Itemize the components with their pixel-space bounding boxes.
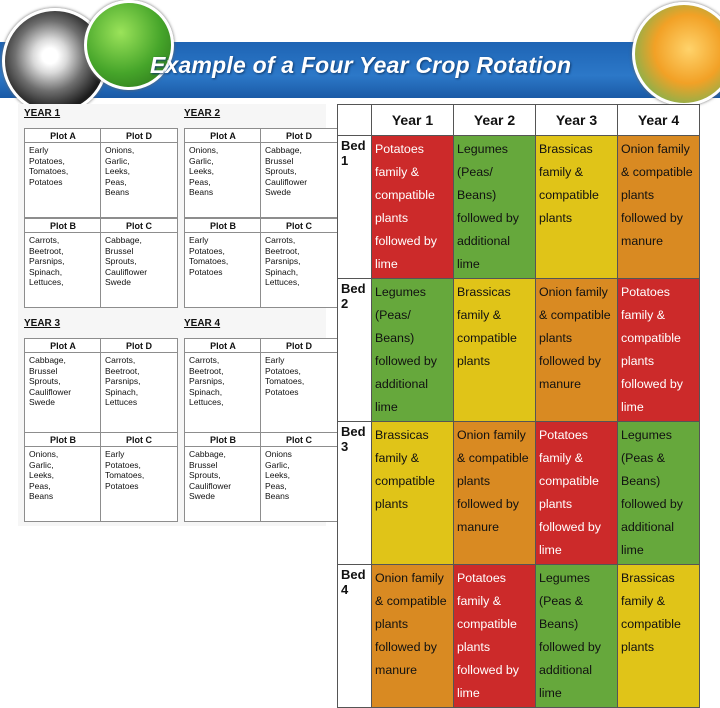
bed-label: Bed 4 [337,564,372,708]
rotation-cell: Potatoes family & compatible plants foll… [371,135,454,279]
plot-name: Plot D [101,339,177,353]
plot-name: Plot C [261,433,337,447]
plot-box: Plot C Cabbage, Brussel Sprouts, Caulifl… [100,218,178,308]
table-header-year: Year 2 [453,104,536,136]
tulip-image [632,2,720,106]
rotation-cell: Brassicas family & compatible plants [617,564,700,708]
rotation-cell: Onion family & compatible plants followe… [617,135,700,279]
rotation-cell: Onion family & compatible plants followe… [535,278,618,422]
plot-box: Plot A Onions, Garlic, Leeks, Peas, Bean… [184,128,262,218]
plot-name: Plot B [25,219,101,233]
plot-box: Plot B Onions, Garlic, Leeks, Peas, Bean… [24,432,102,522]
plot-crops: Cabbage, Brussel Sprouts, Cauliflower Sw… [265,145,308,198]
plot-name: Plot D [101,129,177,143]
leaf-image [84,0,174,90]
plot-box: Plot C Carrots, Beetroot, Parsnips, Spin… [260,218,338,308]
slide-title: Example of a Four Year Crop Rotation [150,52,572,78]
rotation-table: Year 1 Year 2 Year 3 Year 4 Bed 1 Potato… [337,104,700,708]
rotation-cell: Brassicas family & compatible plants [535,135,618,279]
rotation-cell: Brassicas family & compatible plants [371,421,454,565]
table-header-corner [337,104,372,136]
year-label: YEAR 2 [184,108,221,119]
bed-label: Bed 1 [337,135,372,279]
table-header-year: Year 1 [371,104,454,136]
plot-name: Plot C [101,433,177,447]
plot-crops: Early Potatoes, Tomatoes, Potatoes [189,235,229,277]
plot-crops: Carrots, Beetroot, Parsnips, Spinach, Le… [105,355,141,408]
plot-box: Plot A Carrots, Beetroot, Parsnips, Spin… [184,338,262,434]
plot-name: Plot A [25,129,101,143]
rotation-cell: Onion family & compatible plants followe… [371,564,454,708]
plot-name: Plot A [185,339,261,353]
plot-box: Plot A Cabbage, Brussel Sprouts, Caulifl… [24,338,102,434]
plot-crops: Carrots, Beetroot, Parsnips, Spinach, Le… [265,235,301,288]
plot-box: Plot D Carrots, Beetroot, Parsnips, Spin… [100,338,178,434]
rotation-cell: Onion family & compatible plants followe… [453,421,536,565]
plot-box: Plot B Cabbage, Brussel Sprouts, Caulifl… [184,432,262,522]
plot-crops: Early Potatoes, Tomatoes, Potatoes [105,449,145,491]
plot-box: Plot C Early Potatoes, Tomatoes, Potatoe… [100,432,178,522]
table-row: Bed 2 Legumes (Peas/ Beans) followed by … [337,278,700,422]
plot-name: Plot B [185,219,261,233]
plot-crops: Onions, Garlic, Leeks, Peas, Beans [189,145,219,198]
year-label: YEAR 1 [24,108,61,119]
plot-box: Plot A Early Potatoes, Tomatoes, Potatoe… [24,128,102,218]
plot-crops: Cabbage, Brussel Sprouts, Cauliflower Sw… [189,449,232,502]
rotation-cell: Potatoes family & compatible plants foll… [617,278,700,422]
plot-crops: Onions, Garlic, Leeks, Peas, Beans [105,145,135,198]
rotation-cell: Legumes (Peas & Beans) followed by addit… [617,421,700,565]
rotation-cell: Legumes (Peas/ Beans) followed by additi… [371,278,454,422]
plot-box: Plot D Early Potatoes, Tomatoes, Potatoe… [260,338,338,434]
plot-box: Plot B Carrots, Beetroot, Parsnips, Spin… [24,218,102,308]
rotation-cell: Legumes (Peas/ Beans) followed by additi… [453,135,536,279]
plot-name: Plot A [25,339,101,353]
table-header-row: Year 1 Year 2 Year 3 Year 4 [337,104,700,136]
plot-crops: Early Potatoes, Tomatoes, Potatoes [265,355,305,397]
plot-name: Plot C [261,219,337,233]
plot-rotation-diagram: YEAR 1 Plot A Early Potatoes, Tomatoes, … [18,104,338,526]
table-header-year: Year 3 [535,104,618,136]
rotation-cell: Potatoes family & compatible plants foll… [535,421,618,565]
rotation-cell: Legumes (Peas & Beans) followed by addit… [535,564,618,708]
plot-name: Plot A [185,129,261,143]
year-label: YEAR 4 [184,318,221,329]
plot-crops: Early Potatoes, Tomatoes, Potatoes [29,145,69,187]
table-row: Bed 4 Onion family & compatible plants f… [337,564,700,708]
plot-crops: Carrots, Beetroot, Parsnips, Spinach, Le… [189,355,225,408]
plot-box: Plot D Cabbage, Brussel Sprouts, Caulifl… [260,128,338,218]
table-row: Bed 3 Brassicas family & compatible plan… [337,421,700,565]
rotation-cell: Potatoes family & compatible plants foll… [453,564,536,708]
plot-name: Plot B [25,433,101,447]
plot-box: Plot C Onions Garlic, Leeks, Peas, Beans [260,432,338,522]
plot-crops: Carrots, Beetroot, Parsnips, Spinach, Le… [29,235,65,288]
bed-label: Bed 3 [337,421,372,565]
plot-name: Plot B [185,433,261,447]
plot-box: Plot D Onions, Garlic, Leeks, Peas, Bean… [100,128,178,218]
year-label: YEAR 3 [24,318,61,329]
plot-crops: Cabbage, Brussel Sprouts, Cauliflower Sw… [29,355,72,408]
plot-name: Plot C [101,219,177,233]
plot-crops: Onions, Garlic, Leeks, Peas, Beans [29,449,59,502]
plot-box: Plot B Early Potatoes, Tomatoes, Potatoe… [184,218,262,308]
plot-name: Plot D [261,129,337,143]
table-row: Bed 1 Potatoes family & compatible plant… [337,135,700,279]
plot-name: Plot D [261,339,337,353]
plot-crops: Onions Garlic, Leeks, Peas, Beans [265,449,292,502]
table-header-year: Year 4 [617,104,700,136]
bed-label: Bed 2 [337,278,372,422]
plot-crops: Cabbage, Brussel Sprouts, Cauliflower Sw… [105,235,148,288]
rotation-cell: Brassicas family & compatible plants [453,278,536,422]
